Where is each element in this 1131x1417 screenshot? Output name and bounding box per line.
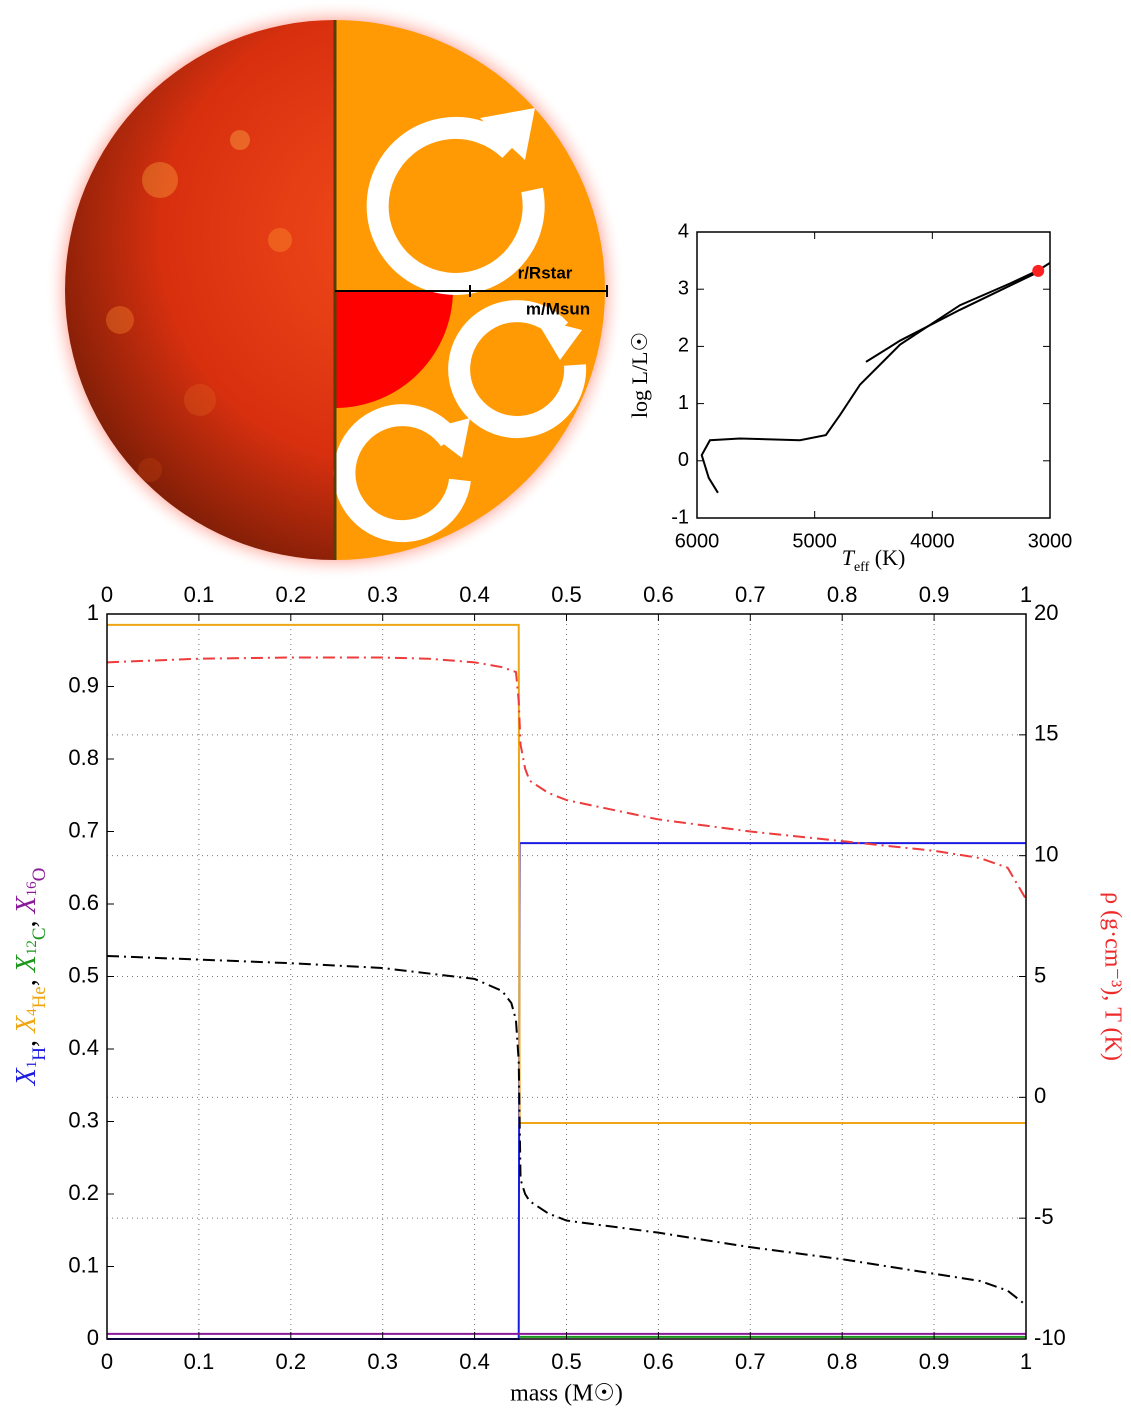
y-label-element: He <box>29 986 50 1008</box>
x-label-unit: (K) <box>869 545 905 570</box>
y-axis-label: log L/L☉ <box>627 332 652 418</box>
x-axis-label: mass (M☉) <box>510 1381 623 1407</box>
x-tick-label-top: 0.8 <box>827 582 858 607</box>
x-tick-label: 5000 <box>792 530 837 552</box>
x-tick-label: 0.2 <box>276 1349 307 1374</box>
x-tick-label: 0.1 <box>184 1349 215 1374</box>
y2-tick-label: 0 <box>1034 1083 1046 1108</box>
x-label-sub: eff <box>854 560 870 575</box>
y-label-mass: 1 <box>24 1061 40 1069</box>
y-tick-label: 4 <box>678 220 689 242</box>
plot-area <box>697 232 1050 518</box>
y2-axis-label: ρ (g·cm⁻³), T (K) <box>1099 892 1125 1061</box>
y-label-symbol: X <box>11 895 42 914</box>
y-label-separator: , <box>11 913 42 927</box>
x-tick-label: 0.4 <box>459 1349 490 1374</box>
y-tick-label: 0.2 <box>68 1180 99 1205</box>
x-tick-label-top: 0.1 <box>184 582 215 607</box>
x-tick-label: 6000 <box>675 530 720 552</box>
y2-tick-label: 5 <box>1034 962 1046 987</box>
y2-tick-label: 10 <box>1034 841 1058 866</box>
radius-label: r/Rstar <box>518 263 573 282</box>
x-tick-label-top: 0 <box>101 582 113 607</box>
y-axis-label: X1H​, X4He​, X12C​, X16O​ <box>11 868 50 1087</box>
y-tick-label: 0.7 <box>68 817 99 842</box>
x-tick-label: 1 <box>1020 1349 1032 1374</box>
y-tick-label: 0.6 <box>68 890 99 915</box>
y-label-element: O <box>29 868 50 882</box>
x-tick-label: 4000 <box>910 530 955 552</box>
x-tick-label: 0.3 <box>367 1349 398 1374</box>
x-tick-label: 0.6 <box>643 1349 674 1374</box>
x-tick-label-top: 0.3 <box>367 582 398 607</box>
x-tick-label-top: 0.4 <box>459 582 490 607</box>
x-tick-label-top: 0.7 <box>735 582 766 607</box>
y-label-symbol: X <box>11 1015 42 1034</box>
x-tick-label: 3000 <box>1028 530 1073 552</box>
y-label-mass: 12 <box>24 940 40 955</box>
x-tick-label-top: 0.5 <box>551 582 582 607</box>
y-label-separator: , <box>11 1033 42 1047</box>
y-tick-label: 0 <box>678 449 689 471</box>
y-tick-label: 0.8 <box>68 745 99 770</box>
y-tick-label: 1 <box>678 392 689 414</box>
y2-tick-label: -10 <box>1034 1325 1066 1350</box>
x-tick-label: 0 <box>101 1349 113 1374</box>
y2-tick-label: 20 <box>1034 600 1058 625</box>
star-illustration: r/Rstar m/Msun <box>45 0 625 580</box>
x-tick-label-top: 0.6 <box>643 582 674 607</box>
plot-area <box>107 614 1026 1339</box>
x-tick-label-top: 0.2 <box>276 582 307 607</box>
y-tick-label: 2 <box>678 335 689 357</box>
y-label-symbol: X <box>11 954 42 973</box>
y-tick-label: 0.4 <box>68 1035 99 1060</box>
y-tick-label: 0.9 <box>68 672 99 697</box>
y2-tick-label: -5 <box>1034 1204 1054 1229</box>
y-tick-label: 3 <box>678 277 689 299</box>
x-tick-label: 0.7 <box>735 1349 766 1374</box>
y-label-mass: 16 <box>24 881 40 897</box>
mass-label: m/Msun <box>526 299 590 318</box>
y-tick-label: 1 <box>87 600 99 625</box>
y-tick-label: 0.1 <box>68 1252 99 1277</box>
y-label-symbol: X <box>11 1067 42 1086</box>
x-tick-label-top: 1 <box>1020 582 1032 607</box>
y-tick-label: 0.5 <box>68 962 99 987</box>
y-label-element: C <box>29 927 50 940</box>
x-axis-label: Teff (K) <box>842 545 906 575</box>
y-label-separator: , <box>11 972 42 986</box>
x-tick-label: 0.5 <box>551 1349 582 1374</box>
y-tick-label: -1 <box>671 506 689 528</box>
current-point <box>1032 265 1044 277</box>
x-tick-label-top: 0.9 <box>919 582 950 607</box>
x-tick-label: 0.9 <box>919 1349 950 1374</box>
figure: r/Rstar m/Msun 6000500040003000-101234Te… <box>0 0 1131 1417</box>
x-tick-label: 0.8 <box>827 1349 858 1374</box>
y-tick-label: 0.3 <box>68 1107 99 1132</box>
y2-tick-label: 15 <box>1034 721 1058 746</box>
y-tick-label: 0 <box>87 1325 99 1350</box>
y-label-element: H <box>29 1047 50 1061</box>
